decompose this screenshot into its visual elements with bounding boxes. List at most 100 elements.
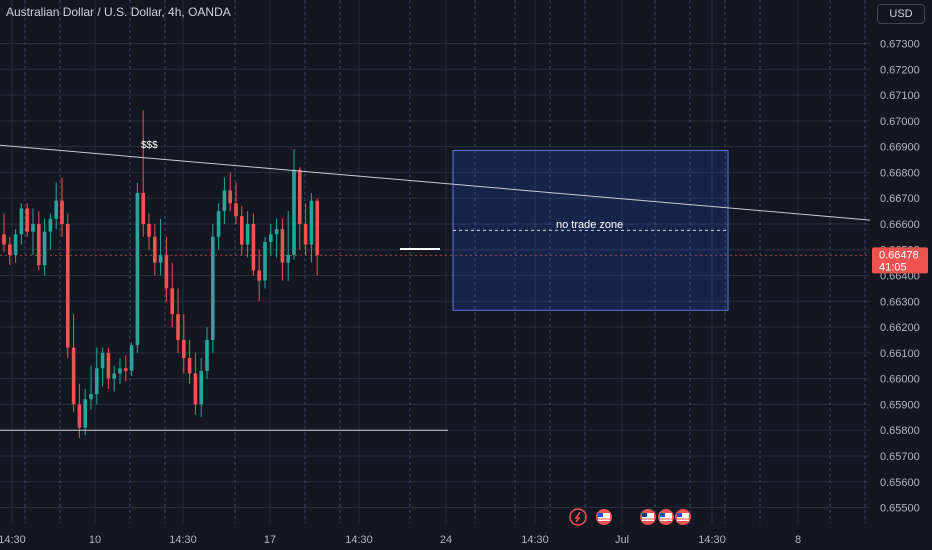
time-axis-icons (569, 508, 691, 526)
time-axis: 14:30 10 14:30 17 14:30 24 14:30 Jul 14:30 8 (0, 534, 801, 546)
candle (263, 236, 267, 289)
candle (274, 218, 279, 258)
price-tick-label: 0.67000 (880, 116, 920, 128)
candle (222, 177, 227, 224)
candle (129, 342, 134, 377)
candle-body (147, 223, 151, 237)
candle (245, 211, 250, 258)
candle (153, 223, 157, 276)
candle (315, 198, 319, 276)
candle-body (269, 234, 273, 242)
time-tick-label: 14:30 (521, 534, 549, 546)
candle-body (303, 223, 308, 245)
candle-body (280, 229, 285, 263)
trendline[interactable] (0, 144, 871, 221)
current-price-tag: 0.66478 41:05 (872, 247, 928, 274)
candle (25, 203, 29, 237)
time-tick-label: 10 (89, 534, 101, 546)
candle-body (263, 241, 267, 281)
candle-body (211, 236, 215, 340)
candle (95, 347, 99, 405)
time-tick-label: 14:30 (0, 534, 26, 546)
candle (42, 218, 47, 276)
zone-label: no trade zone (556, 219, 623, 231)
chart-title: Australian Dollar / U.S. Dollar, 4h, OAN… (6, 5, 231, 19)
candle (216, 203, 221, 250)
candle (13, 229, 18, 263)
candle-body (129, 345, 134, 371)
us-flag-icon[interactable] (658, 509, 674, 525)
candle-body (31, 223, 35, 232)
price-tick-label: 0.65600 (880, 477, 920, 489)
session-separators (24, 0, 866, 523)
currency-button[interactable]: USD (877, 4, 925, 24)
candle (31, 208, 35, 255)
price-tick-label: 0.66600 (880, 219, 920, 231)
candle (124, 355, 128, 382)
price-tag-countdown: 41:05 (879, 261, 907, 273)
candle-body (286, 254, 290, 263)
candle-body (298, 169, 302, 224)
candle-body (164, 254, 169, 289)
candle-body (193, 373, 198, 405)
candle-body (228, 190, 232, 204)
price-axis: 0.67300 0.67200 0.67100 0.67000 0.66900 0.668… (880, 38, 920, 514)
candle-body (25, 208, 29, 232)
candle (135, 182, 140, 353)
price-tick-label: 0.65700 (880, 451, 920, 463)
candle-body (234, 203, 238, 217)
time-tick-label: 24 (440, 534, 452, 546)
us-flag-icon[interactable] (675, 509, 691, 525)
price-tick-label: 0.66000 (880, 374, 920, 386)
candle-body (205, 339, 209, 371)
candle-body (222, 190, 227, 212)
price-tick-label: 0.66800 (880, 167, 920, 179)
candle (240, 205, 244, 255)
candle (269, 223, 273, 255)
candle-body (19, 208, 24, 235)
candle-body (292, 169, 296, 255)
candle (89, 365, 93, 410)
candle (286, 211, 290, 281)
candle-body (106, 352, 111, 379)
au-flag-icon[interactable] (640, 509, 656, 525)
candle-body (13, 234, 18, 255)
candle-body (141, 193, 145, 224)
time-tick-label: 14:30 (169, 534, 197, 546)
candle-body (158, 254, 163, 263)
candle (118, 358, 122, 384)
price-tag-background (872, 247, 928, 274)
candle-body (245, 223, 250, 245)
candle-body (95, 368, 99, 395)
candles (2, 110, 319, 438)
candle (158, 218, 163, 276)
time-tick-label: 17 (264, 534, 276, 546)
candle (251, 213, 256, 276)
candle-body (89, 394, 93, 400)
candle (309, 193, 314, 263)
us-flag-icon[interactable] (596, 509, 612, 525)
lightning-icon[interactable] (569, 508, 587, 526)
candle (54, 182, 58, 230)
price-tick-label: 0.66900 (880, 142, 920, 154)
candle-body (60, 200, 64, 224)
candle-body (182, 339, 186, 358)
time-tick-label: 14:30 (345, 534, 373, 546)
candle (257, 249, 261, 302)
price-tag-value: 0.66478 (879, 249, 919, 261)
price-tick-label: 0.66200 (880, 322, 920, 334)
candle-body (112, 373, 116, 379)
price-tick-label: 0.67100 (880, 90, 920, 102)
candle-body (135, 193, 140, 346)
price-tick-label: 0.66700 (880, 193, 920, 205)
candle (298, 167, 302, 250)
price-tick-label: 0.67200 (880, 64, 920, 76)
candle-body (100, 352, 105, 369)
candle-body (124, 368, 128, 371)
candle (193, 352, 198, 415)
time-tick-label: Jul (615, 534, 629, 546)
candle (48, 213, 53, 250)
candle-body (315, 200, 319, 255)
candle (182, 314, 186, 374)
